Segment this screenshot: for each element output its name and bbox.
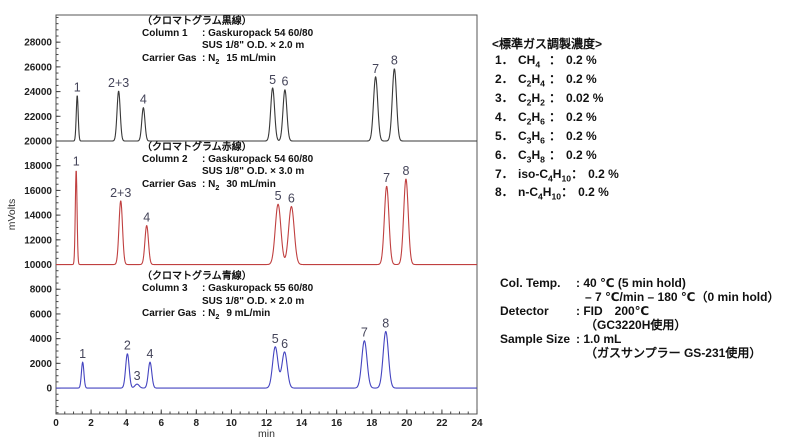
peak-label: 7: [383, 171, 390, 185]
x-tick-label: 16: [331, 418, 343, 429]
standard-gas-panel: <標準ガス調製濃度> 1． CH4： 0.2 % 2． C2H4： 0.2 % 3． C2H2…: [492, 37, 619, 204]
legend-title: <標準ガス調製濃度>: [492, 37, 603, 51]
y-tick-label: 18000: [24, 161, 52, 172]
peak-label: 8: [382, 316, 389, 330]
legend-item: 4． C2H6： 0.2 %: [495, 109, 597, 126]
x-tick-label: 2: [88, 418, 94, 429]
peak-label: 5: [272, 332, 279, 346]
peak-label: 6: [281, 75, 288, 89]
conditions-panel: Col. Temp.: 40 ℃ (5 min hold) – 7 ℃/min –…: [500, 276, 779, 361]
y-tick-label: 2000: [30, 359, 53, 370]
legend-item: 6． C3H8： 0.2 %: [495, 147, 597, 164]
x-tick-label: 0: [53, 418, 59, 429]
annotation-row: Carrier Gas: N2 30 mL/min: [142, 178, 276, 192]
x-axis-title: min: [258, 428, 275, 440]
traces: [55, 68, 478, 389]
peak-label: 2+3: [110, 186, 131, 200]
annotation-block-2: （クロマトグラム赤線） Column 2: Gaskuropack 54 60/8…: [142, 142, 313, 195]
peak-label: 8: [402, 164, 409, 178]
x-tick-label: 6: [158, 418, 164, 429]
y-tick-label: 28000: [24, 38, 52, 49]
annotation-title: （クロマトグラム黒線）: [142, 15, 252, 27]
y-tick-label: 6000: [30, 309, 53, 320]
annotation-row: Carrier Gas: N2 15 mL/min: [142, 52, 276, 66]
annotation-row: SUS 1/8" O.D. × 2.0 m: [202, 295, 305, 307]
trace-2: [55, 330, 478, 389]
y-tick-label: 16000: [24, 186, 52, 197]
y-tick-label: 24000: [24, 87, 52, 98]
annotation-row: Carrier Gas: N2 9 mL/min: [142, 308, 271, 322]
y-tick-label: 10000: [24, 260, 52, 271]
x-tick-label: 10: [226, 418, 238, 429]
peak-label: 5: [275, 189, 282, 203]
peak-label: 2+3: [108, 76, 129, 90]
y-tick-label: 12000: [24, 235, 52, 246]
condition-row: Col. Temp.: 40 ℃ (5 min hold) – 7 ℃/min –…: [500, 276, 780, 305]
y-tick-label: 14000: [24, 211, 52, 222]
x-tick-label: 24: [471, 418, 483, 429]
x-tick-label: 8: [194, 418, 200, 429]
x-tick-label: 4: [123, 418, 129, 429]
legend-item: 1． CH4： 0.2 %: [495, 52, 597, 69]
x-tick-label: 22: [436, 418, 448, 429]
legend-item: 5． C3H6： 0.2 %: [495, 128, 597, 145]
peak-label: 7: [372, 62, 379, 76]
annotation-block-3: （クロマトグラム青線） Column 3: Gaskuropack 55 60/8…: [142, 271, 313, 324]
condition-row: Sample Size: 1.0 mL （ガスサンプラー GS-231使用）: [500, 332, 762, 361]
annotation-block-1: （クロマトグラム黒線） Column 1: Gaskuropack 54 60/8…: [142, 16, 313, 69]
legend-item: 7． iso-C4H10： 0.2 %: [495, 166, 619, 183]
peak-label: 6: [281, 337, 288, 351]
trace-1: [55, 170, 478, 266]
y-tick-label: 4000: [30, 334, 53, 345]
x-tick-label: 14: [296, 418, 308, 429]
peak-label: 1: [79, 347, 86, 361]
legend-item: 8． n-C4H10： 0.2 %: [495, 185, 609, 202]
condition-row: Detector: FID 200℃ （GC3220H使用）: [500, 304, 687, 333]
peak-label: 8: [391, 54, 398, 68]
x-tick-label: 18: [366, 418, 378, 429]
y-tick-label: 0: [46, 384, 52, 395]
axes: 0 2 4 6 8 10 12 14 16 18 20 22 240200040006000800010…: [24, 14, 483, 429]
peak-label: 4: [147, 347, 154, 361]
y-tick-label: 26000: [24, 62, 52, 73]
annotation-row: Column 2: Gaskuropack 54 60/80: [142, 153, 314, 165]
annotation-row: SUS 1/8" O.D. × 3.0 m: [202, 166, 305, 178]
legend-items: 1． CH4： 0.2 % 2． C2H4： 0.2 % 3． C2H2： 0.02 % 4． C2…: [492, 53, 619, 205]
y-tick-label: 22000: [24, 112, 52, 123]
peak-label: 4: [140, 93, 147, 107]
peak-label: 3: [134, 369, 141, 383]
peak-label: 2: [124, 339, 131, 353]
peak-label: 1: [74, 80, 81, 94]
y-tick-label: 20000: [24, 137, 52, 148]
peak-label: 6: [288, 191, 295, 205]
trace-0: [55, 68, 478, 142]
chromatogram-chart: 0 2 4 6 8 10 12 14 16 18 20 22 240200040006000800010…: [6, 14, 483, 440]
peak-label: 7: [361, 326, 368, 340]
legend-item: 2． C2H4： 0.2 %: [495, 71, 597, 88]
y-tick-label: 8000: [30, 285, 53, 296]
peak-label: 1: [73, 154, 80, 168]
peak-label: 4: [143, 210, 150, 224]
annotation-title: （クロマトグラム青線）: [142, 271, 252, 282]
x-tick-label: 12: [261, 418, 273, 429]
peak-label: 5: [269, 73, 276, 87]
annotation-row: SUS 1/8" O.D. × 2.0 m: [202, 40, 305, 52]
annotation-row: Column 1: Gaskuropack 54 60/80: [142, 27, 314, 39]
y-axis-title: mVolts: [6, 199, 18, 231]
annotation-row: Column 3: Gaskuropack 55 60/80: [142, 283, 314, 295]
annotation-title: （クロマトグラム赤線）: [142, 141, 252, 153]
legend-item: 3． C2H2： 0.02 %: [495, 90, 604, 107]
x-tick-label: 20: [401, 418, 413, 429]
